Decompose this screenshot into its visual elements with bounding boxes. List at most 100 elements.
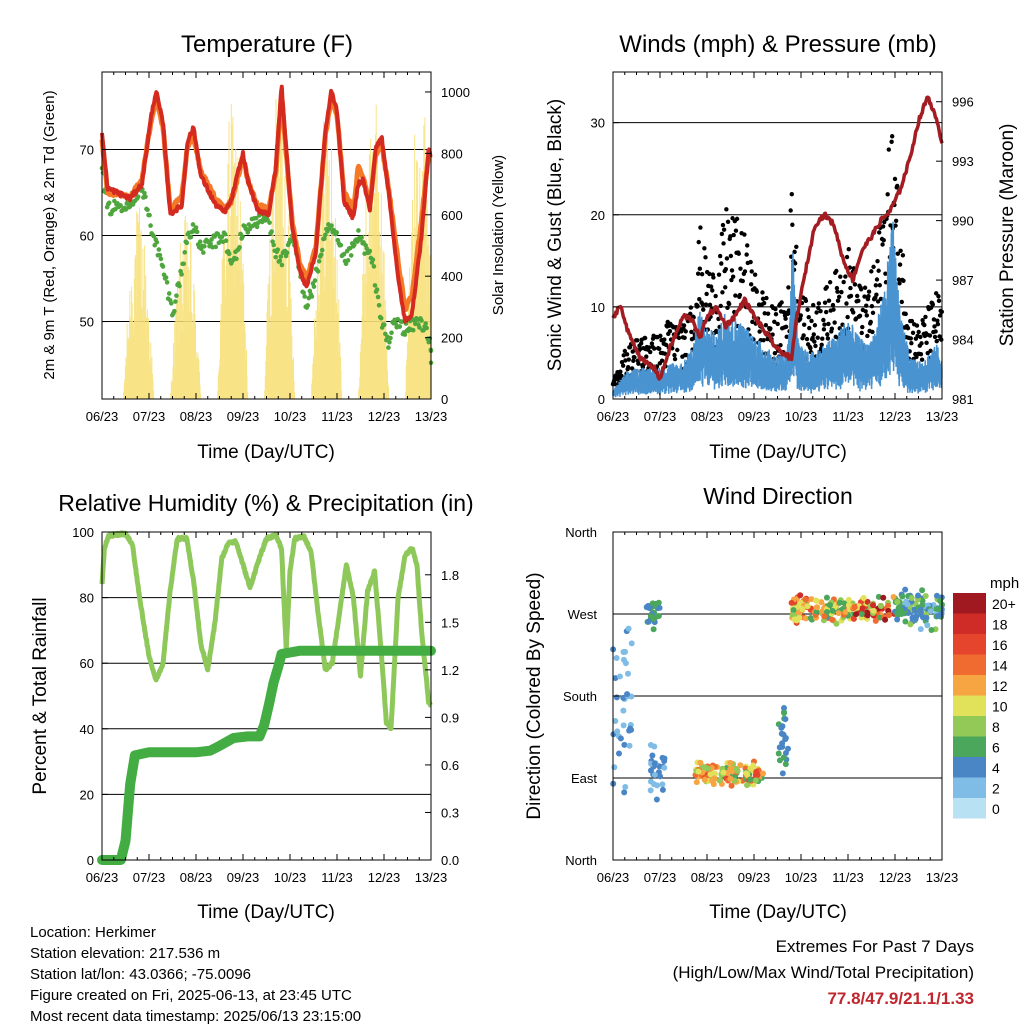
gust-point	[772, 319, 777, 324]
gust-point	[663, 342, 669, 348]
gust-point	[880, 224, 886, 229]
wind-direction-point	[747, 765, 754, 772]
gust-point	[900, 253, 906, 258]
y2-tick-label: 984	[952, 333, 974, 348]
x-tick-label: 10/23	[785, 870, 818, 885]
gust-point	[880, 242, 885, 247]
wind-direction-point	[833, 620, 840, 627]
wind-direction-point	[907, 621, 914, 628]
wind-direction-point	[782, 761, 789, 768]
dewpoint-point	[213, 244, 219, 250]
gust-point	[862, 294, 867, 299]
y2-tick-label: 0	[441, 392, 448, 407]
colorbar-swatch	[953, 777, 986, 798]
wind-direction-point	[624, 670, 631, 677]
y-tick-label: 60	[80, 229, 94, 244]
colorbar-swatch	[953, 695, 986, 716]
wind-direction-point	[655, 612, 662, 619]
colorbar-swatch	[953, 613, 986, 634]
x-tick-label: 07/23	[133, 870, 166, 885]
gust-point	[764, 295, 769, 301]
gust-point	[788, 208, 793, 213]
y-tick-label: 100	[72, 525, 94, 540]
wind-direction-point	[814, 604, 821, 611]
wind-direction-point	[845, 596, 852, 603]
dewpoint-point	[389, 330, 394, 336]
wind-direction-point	[804, 603, 811, 610]
gust-point	[838, 274, 843, 279]
gust-point	[719, 231, 725, 237]
wind-direction-point	[727, 765, 734, 772]
gust-point	[869, 303, 875, 309]
gust-point	[621, 353, 626, 358]
winds-pressure-panel: Winds (mph) & Pressure (mb) 0 10 20 30 981 98…	[545, 31, 1018, 463]
x-tick-label: 07/23	[644, 870, 677, 885]
x-tick-label: 08/23	[691, 409, 724, 424]
x-tick-label: 09/23	[738, 409, 771, 424]
x-tick-label: 06/23	[86, 870, 119, 885]
dewpoint-point	[271, 242, 276, 248]
recent-timestamp: Most recent data timestamp: 2025/06/13 2…	[30, 1008, 362, 1025]
gust-point	[798, 313, 804, 318]
gust-point	[816, 301, 822, 306]
gust-point	[642, 335, 648, 341]
colorbar-swatch	[953, 654, 986, 675]
gust-point	[908, 336, 913, 341]
gust-point	[683, 329, 688, 334]
y2-tick-label: 993	[952, 154, 974, 169]
gust-point	[933, 329, 938, 334]
gust-point	[619, 373, 624, 379]
wind-direction-point	[813, 608, 820, 615]
gust-point	[707, 302, 713, 308]
gust-point	[789, 191, 794, 197]
x-tick-label: 06/23	[597, 870, 630, 885]
dewpoint-point	[245, 230, 251, 235]
gust-point	[909, 318, 915, 324]
gust-point	[821, 327, 827, 332]
dewpoint-point	[223, 238, 229, 244]
gust-point	[763, 323, 769, 328]
colorbar-label: 20+	[992, 596, 1016, 612]
gust-point	[932, 324, 937, 329]
gust-point	[783, 316, 788, 321]
gust-point	[918, 352, 924, 357]
gust-point	[864, 313, 869, 318]
x-tick-label: 06/23	[86, 409, 119, 424]
y-tick-label: 70	[80, 142, 94, 157]
dewpoint-point	[173, 299, 178, 304]
dewpoint-point	[275, 247, 281, 252]
wind-direction-point	[645, 604, 652, 611]
wind-direction-point	[778, 730, 785, 737]
dewpoint-point	[135, 194, 141, 200]
wind-direction-point	[917, 606, 924, 613]
y2-tick-label: 987	[952, 273, 974, 288]
temperature-xlabel: Time (Day/UTC)	[197, 442, 335, 463]
gust-point	[804, 336, 810, 342]
x-tick-label: 13/23	[926, 870, 959, 885]
y-tick-label: 0	[598, 392, 605, 407]
wind-direction-point	[776, 757, 783, 764]
gust-point	[761, 300, 767, 306]
gust-point	[852, 282, 858, 287]
dewpoint-point	[284, 250, 290, 256]
gust-point	[827, 280, 833, 285]
gust-point	[845, 314, 850, 320]
wind-direction-point	[611, 764, 618, 771]
gust-point	[749, 269, 754, 274]
wind-direction-point	[924, 622, 931, 629]
wind-direction-point	[870, 607, 877, 614]
dewpoint-point	[364, 246, 370, 251]
y2-tick-label: 1.8	[441, 568, 459, 583]
gust-point	[659, 358, 665, 363]
x-tick-label: 11/23	[321, 870, 353, 885]
gust-point	[809, 318, 814, 324]
colorbar-swatch	[953, 757, 986, 778]
gust-point	[816, 305, 821, 311]
gust-point	[742, 269, 748, 274]
dewpoint-point	[309, 294, 315, 299]
humidity-xlabel: Time (Day/UTC)	[197, 902, 335, 923]
wind-direction-point	[647, 613, 654, 620]
gust-point	[936, 298, 942, 304]
dewpoint-point	[163, 275, 169, 280]
gust-point	[889, 134, 895, 139]
